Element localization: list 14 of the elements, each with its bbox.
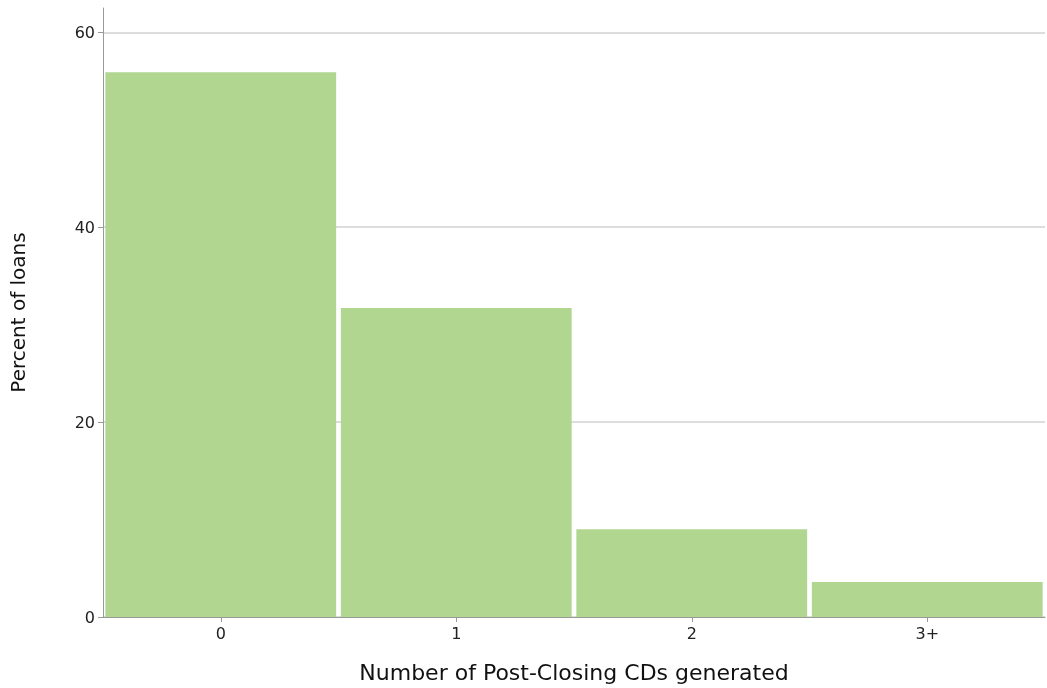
y-tick-label: 0 xyxy=(84,607,95,627)
y-tick-label: 60 xyxy=(74,22,95,42)
x-tick-label: 0 xyxy=(215,623,226,643)
y-tick-label: 40 xyxy=(74,217,95,237)
bar xyxy=(576,529,808,617)
y-axis-title: Percent of loans xyxy=(6,232,30,393)
x-axis-title: Number of Post-Closing CDs generated xyxy=(359,659,789,685)
bar xyxy=(105,72,337,617)
x-tick-label: 2 xyxy=(686,623,697,643)
y-tick-label: 20 xyxy=(74,412,95,432)
x-tick-label: 1 xyxy=(451,623,462,643)
x-tick-label: 3+ xyxy=(915,623,940,643)
bar xyxy=(340,308,572,617)
bar xyxy=(811,581,1043,617)
